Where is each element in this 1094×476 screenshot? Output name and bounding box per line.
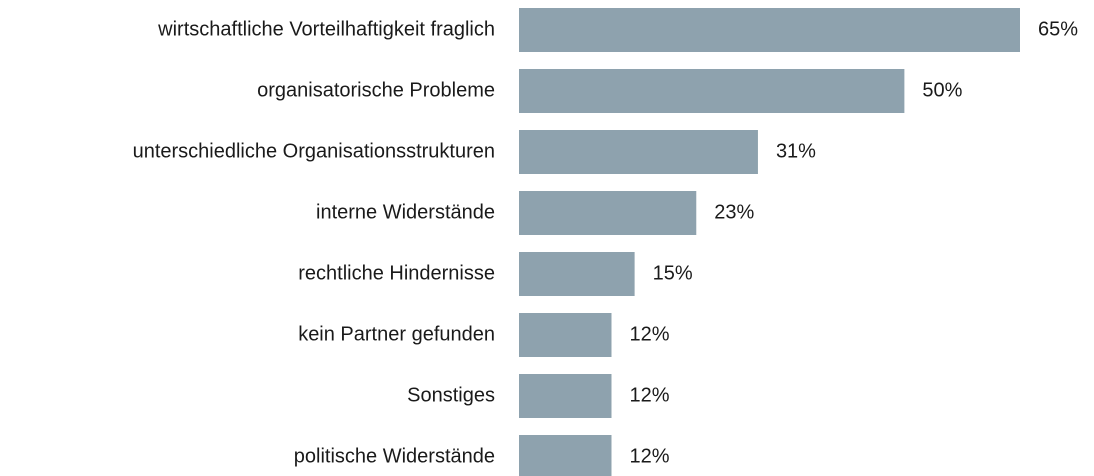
category-label: politische Widerstände <box>294 445 495 467</box>
bar <box>519 374 612 418</box>
value-label: 15% <box>653 262 693 284</box>
category-label: wirtschaftliche Vorteilhaftigkeit fragli… <box>157 18 495 40</box>
bar <box>519 8 1020 52</box>
bar <box>519 130 758 174</box>
category-label: interne Widerstände <box>316 201 495 223</box>
bar <box>519 313 612 357</box>
bar <box>519 252 635 296</box>
value-label: 12% <box>629 323 669 345</box>
category-label: Sonstiges <box>407 384 495 406</box>
value-label: 31% <box>776 140 816 162</box>
bar <box>519 69 905 113</box>
bar <box>519 435 612 476</box>
category-label: organisatorische Probleme <box>257 79 495 101</box>
value-label: 23% <box>714 201 754 223</box>
category-label: unterschiedliche Organisationsstrukturen <box>133 140 495 162</box>
value-label: 12% <box>629 384 669 406</box>
bar <box>519 191 697 235</box>
category-label: kein Partner gefunden <box>298 323 495 345</box>
value-label: 12% <box>629 445 669 467</box>
category-label: rechtliche Hindernisse <box>298 262 495 284</box>
value-label: 65% <box>1038 18 1078 40</box>
value-label: 50% <box>922 79 962 101</box>
